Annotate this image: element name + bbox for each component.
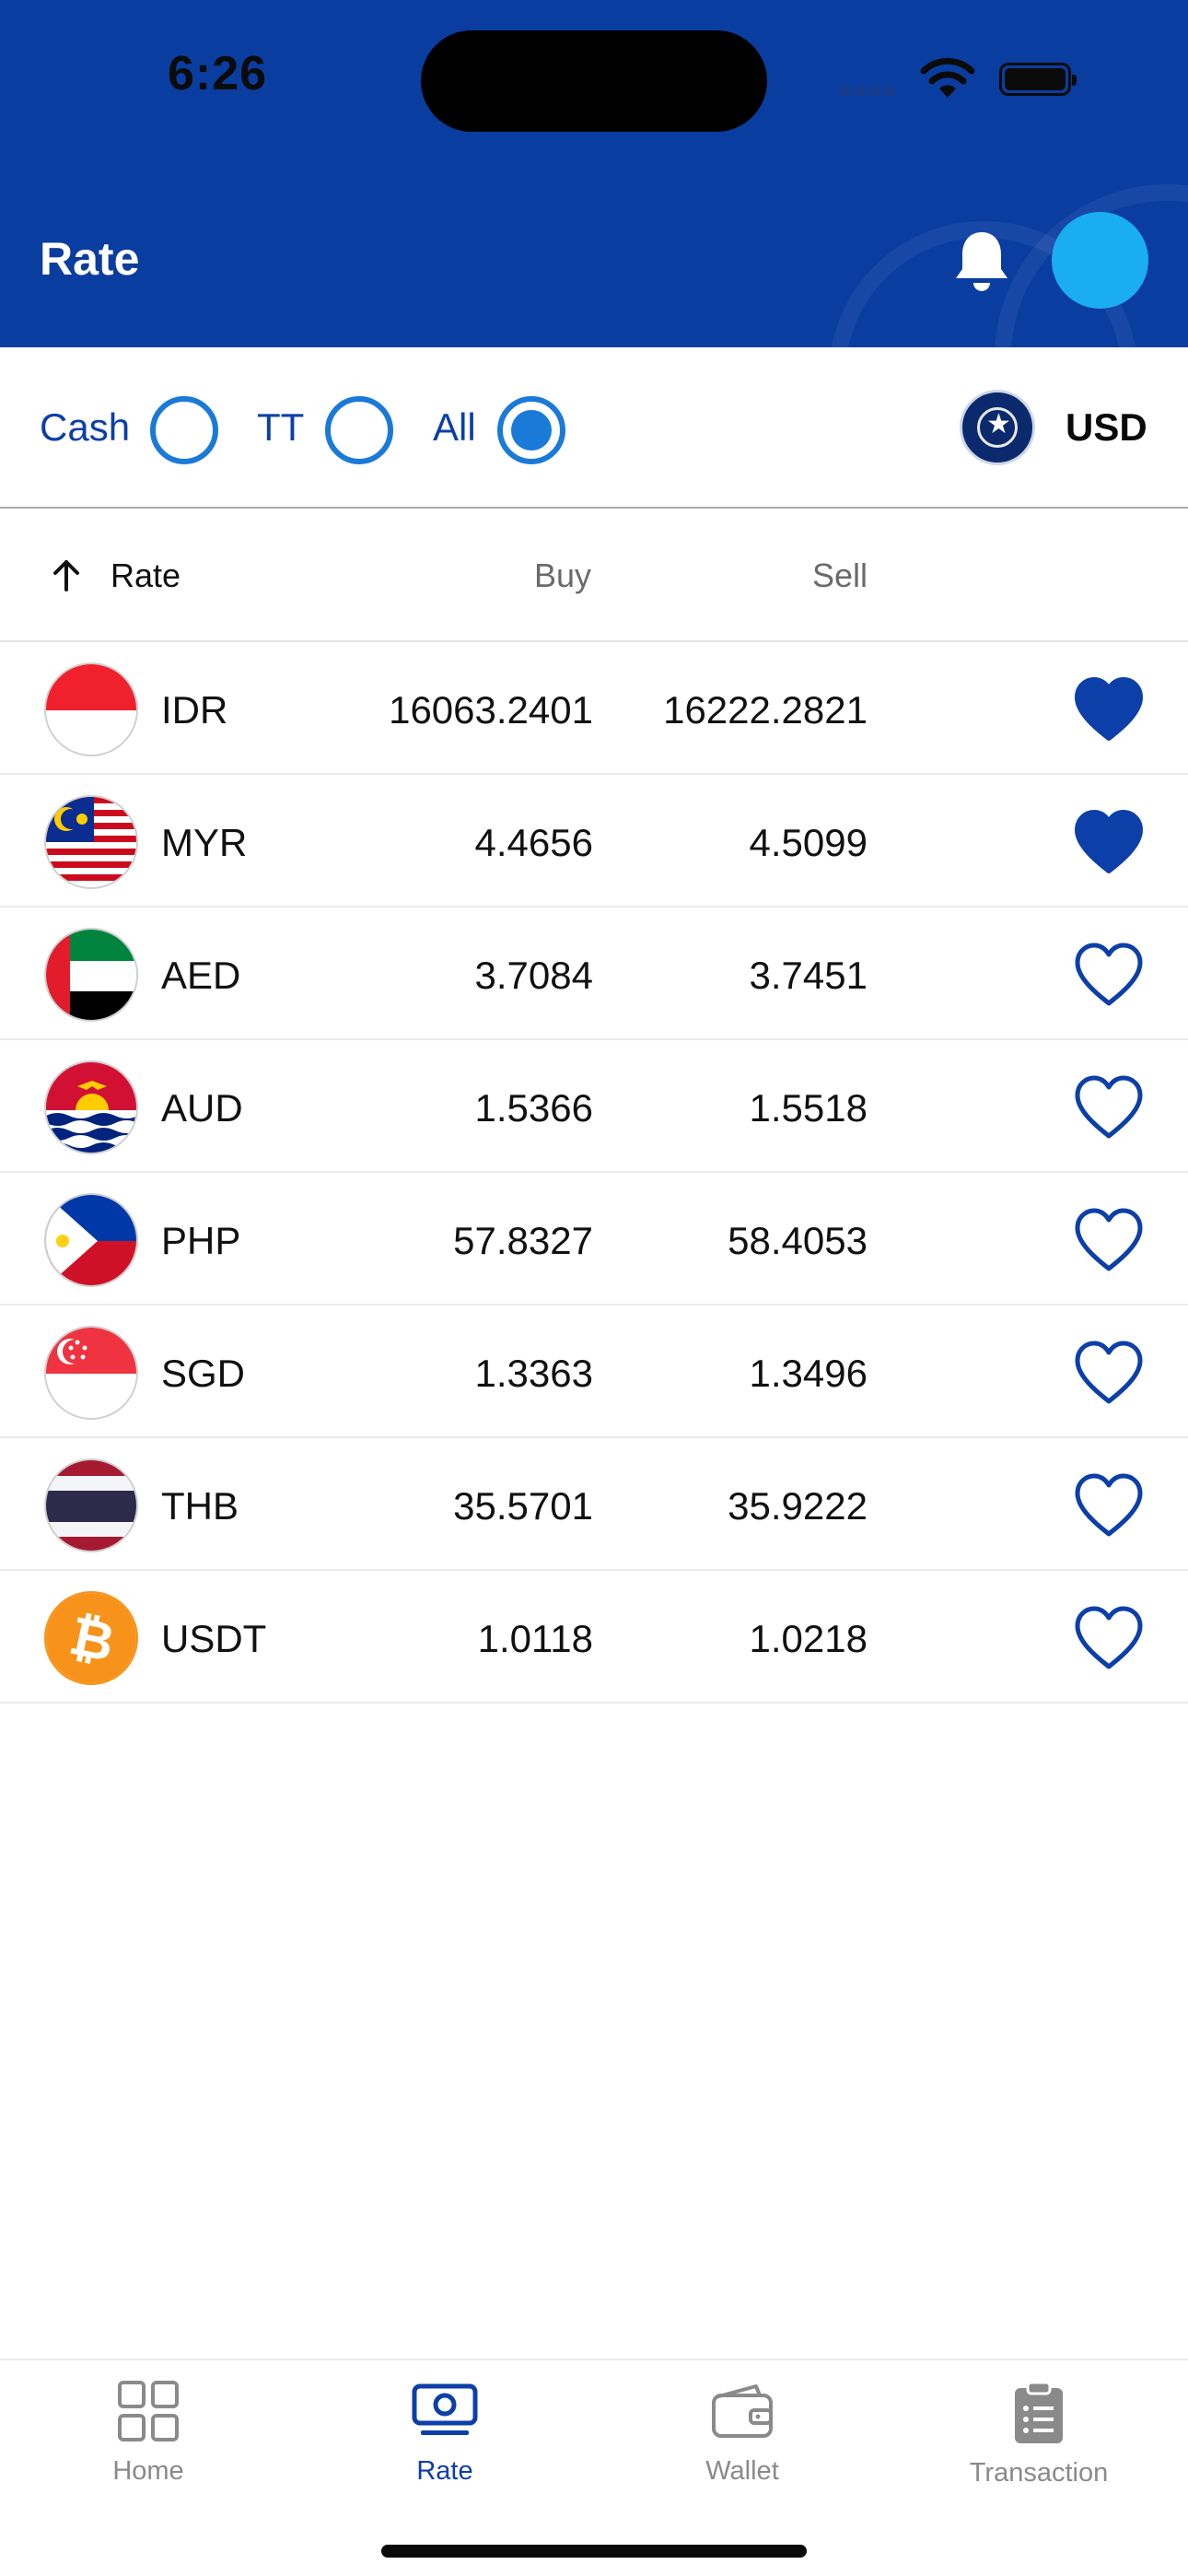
sell-rate: 58.4053 <box>728 1219 868 1262</box>
favorite-heart-outline-icon[interactable] <box>1073 941 1145 1007</box>
status-time: 6:26 <box>168 47 268 100</box>
tab-wallet[interactable]: Wallet <box>594 2379 891 2517</box>
grid-icon <box>118 2381 179 2441</box>
rate-row-myr[interactable]: MYR 4.4656 4.5099 <box>0 775 1188 907</box>
wallet-icon <box>712 2384 773 2438</box>
uae-flag-icon <box>44 928 138 1022</box>
buy-rate: 3.7084 <box>474 954 593 997</box>
rate-row-php[interactable]: PHP 57.8327 58.4053 <box>0 1173 1188 1306</box>
sell-rate: 1.0218 <box>749 1617 868 1660</box>
bottom-tab-bar: Home Rate Wallet Transaction <box>0 2359 1188 2576</box>
tab-home-label: Home <box>112 2456 184 2486</box>
currency-code: MYR <box>161 821 248 864</box>
filter-cash-radio[interactable] <box>150 396 218 464</box>
rate-row-aed[interactable]: AED 3.7084 3.7451 <box>0 907 1188 1040</box>
buy-rate: 4.4656 <box>474 821 593 864</box>
favorite-heart-outline-icon[interactable] <box>1073 1206 1145 1272</box>
kiribati-flag-icon <box>44 1060 138 1154</box>
favorite-heart-outline-icon[interactable] <box>1073 1604 1145 1670</box>
status-icons <box>840 57 1089 103</box>
sort-ascending-arrow-icon[interactable] <box>48 556 85 593</box>
rate-row-sgd[interactable]: SGD 1.3363 1.3496 <box>0 1306 1188 1438</box>
buy-rate: 1.3363 <box>474 1352 593 1395</box>
page-title: Rate <box>40 233 140 285</box>
app-header: 6:26 Rate <box>0 0 1188 347</box>
battery-icon <box>999 63 1077 96</box>
tab-rate[interactable]: Rate <box>297 2379 593 2517</box>
rate-row-usdt[interactable]: ₿ USDT 1.0118 1.0218 <box>0 1571 1188 1704</box>
buy-rate: 16063.2401 <box>389 688 593 732</box>
currency-code: IDR <box>161 688 228 732</box>
rate-row-idr[interactable]: IDR 16063.2401 16222.2821 <box>0 642 1188 775</box>
currency-code: AED <box>161 954 241 997</box>
favorite-heart-outline-icon[interactable] <box>1073 1339 1145 1405</box>
thailand-flag-icon <box>44 1458 138 1552</box>
favorite-heart-filled-icon[interactable] <box>1073 808 1145 874</box>
cellular-signal-icon <box>840 85 899 101</box>
favorite-heart-outline-icon[interactable] <box>1073 1073 1145 1140</box>
rate-list: IDR 16063.2401 16222.2821 MYR 4.4656 4.5… <box>0 642 1188 1704</box>
rate-type-filter: Cash TT All ★ USD <box>0 347 1188 509</box>
currency-code: PHP <box>161 1219 241 1262</box>
notification-bell-icon[interactable] <box>951 228 1012 295</box>
favorite-heart-outline-icon[interactable] <box>1073 1471 1145 1538</box>
sell-rate: 1.5518 <box>749 1086 868 1130</box>
tab-transaction-label: Transaction <box>969 2458 1109 2488</box>
column-header-rate[interactable]: Rate <box>111 556 181 594</box>
filter-all-radio[interactable] <box>497 396 565 464</box>
filter-tt-label[interactable]: TT <box>257 405 305 449</box>
rate-table-header: Rate Buy Sell <box>0 509 1188 642</box>
bitcoin-icon: ₿ <box>44 1591 138 1685</box>
buy-rate: 57.8327 <box>453 1219 593 1262</box>
singapore-flag-icon <box>44 1326 138 1420</box>
profile-avatar[interactable] <box>1052 212 1148 309</box>
currency-code: SGD <box>161 1352 246 1395</box>
filter-cash-label[interactable]: Cash <box>40 405 131 449</box>
buy-rate: 35.5701 <box>453 1484 593 1528</box>
base-currency-code[interactable]: USD <box>1066 405 1147 449</box>
currency-code: THB <box>161 1484 239 1528</box>
tab-transaction[interactable]: Transaction <box>891 2379 1187 2517</box>
sell-rate: 1.3496 <box>749 1352 868 1395</box>
indonesia-flag-icon <box>44 662 138 756</box>
currency-code: USDT <box>161 1617 267 1660</box>
clipboard-list-icon <box>1015 2381 1063 2443</box>
buy-rate: 1.5366 <box>474 1086 593 1130</box>
philippines-flag-icon <box>44 1193 138 1287</box>
tab-home[interactable]: Home <box>0 2379 297 2517</box>
sell-rate: 16222.2821 <box>663 688 868 732</box>
home-indicator <box>381 2545 807 2558</box>
base-currency-flag[interactable]: ★ <box>960 390 1035 465</box>
currency-code: AUD <box>161 1086 243 1130</box>
column-header-buy: Buy <box>533 556 591 594</box>
tab-rate-label: Rate <box>416 2456 473 2486</box>
favorite-heart-filled-icon[interactable] <box>1073 675 1145 742</box>
filter-tt-radio[interactable] <box>325 396 393 464</box>
sell-rate: 3.7451 <box>749 954 868 997</box>
rate-row-thb[interactable]: THB 35.5701 35.9222 <box>0 1438 1188 1571</box>
malaysia-flag-icon <box>44 795 138 889</box>
sell-rate: 4.5099 <box>749 821 868 864</box>
dynamic-island <box>421 30 767 132</box>
buy-rate: 1.0118 <box>477 1617 593 1660</box>
banknote-icon <box>412 2383 478 2435</box>
wifi-icon <box>920 57 975 98</box>
sell-rate: 35.9222 <box>728 1484 868 1528</box>
tab-wallet-label: Wallet <box>705 2456 779 2486</box>
rate-row-aud[interactable]: AUD 1.5366 1.5518 <box>0 1040 1188 1173</box>
column-header-sell: Sell <box>811 556 868 594</box>
filter-all-label[interactable]: All <box>433 405 476 449</box>
